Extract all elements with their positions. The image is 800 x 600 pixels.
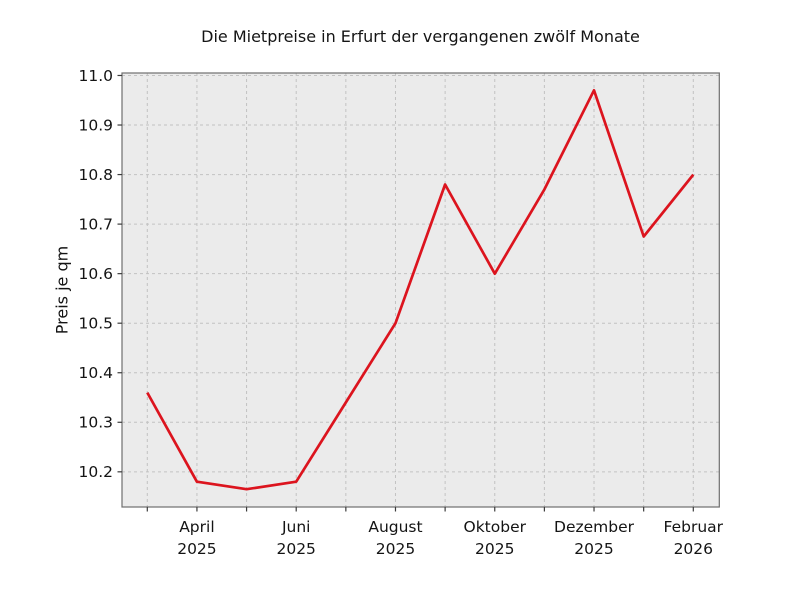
x-tick-label-month: Dezember	[554, 518, 635, 536]
x-tick-label-year: 2025	[177, 540, 216, 558]
y-tick-label: 10.8	[78, 166, 113, 184]
x-tick-label-year: 2025	[376, 540, 415, 558]
chart-title: Die Mietpreise in Erfurt der vergangenen…	[201, 27, 640, 46]
y-tick-label: 10.5	[78, 314, 113, 332]
plot-background	[122, 73, 720, 507]
x-tick-label-month: Februar	[664, 518, 724, 536]
x-tick-label-month: Oktober	[464, 518, 527, 536]
x-tick-label-month: Juni	[281, 518, 311, 536]
x-tick-label-month: April	[179, 518, 214, 536]
x-tick-label-year: 2025	[276, 540, 315, 558]
y-tick-label: 10.6	[78, 265, 113, 283]
y-tick-label: 10.4	[78, 364, 113, 382]
y-tick-label: 10.9	[78, 116, 113, 134]
y-tick-label: 10.2	[78, 463, 113, 481]
x-tick-label-year: 2026	[674, 540, 713, 558]
y-tick-label: 10.3	[78, 414, 113, 432]
data-line	[146, 88, 695, 491]
y-tick-label: 11.0	[78, 67, 113, 85]
axes-spines	[121, 72, 720, 508]
x-tick-label-year: 2025	[574, 540, 613, 558]
x-tick-label-month: August	[368, 518, 422, 536]
x-tick-label-year: 2025	[475, 540, 514, 558]
y-tick-label: 10.7	[78, 215, 113, 233]
